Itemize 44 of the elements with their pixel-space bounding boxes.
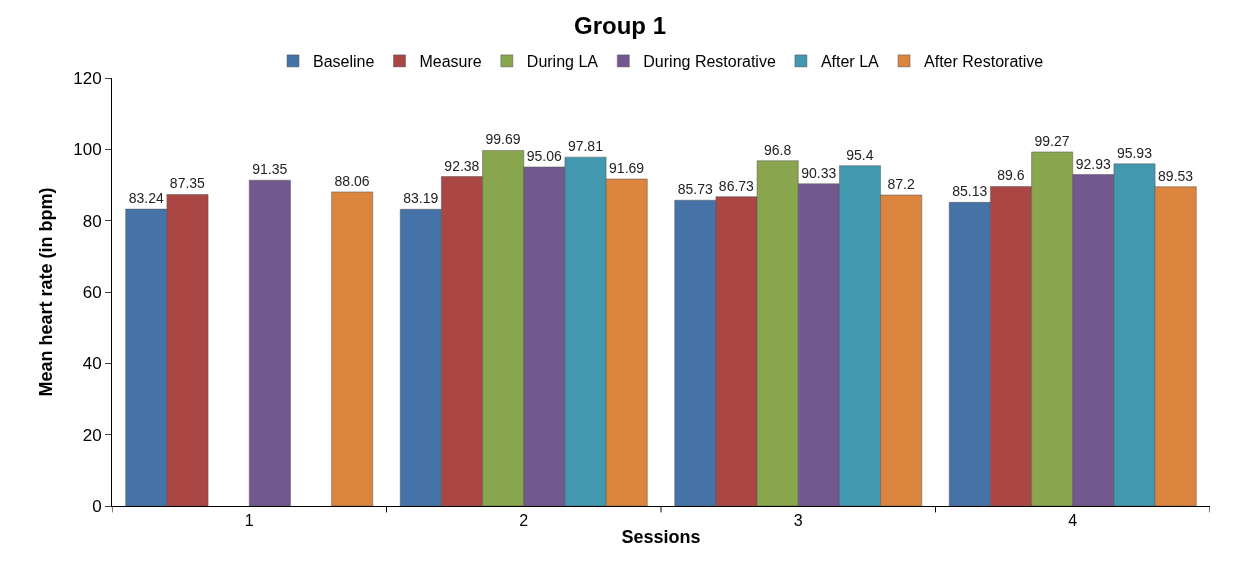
y-tick-label: 120 [73,68,102,88]
legend-label: Measure [419,53,482,71]
data-label: 91.69 [609,159,645,176]
data-label: 83.19 [403,190,439,207]
y-tick-label: 80 [82,211,102,231]
data-label: 95.93 [1116,144,1153,161]
y-tick-label: 20 [82,425,102,445]
data-label: 87.35 [169,175,206,192]
x-tick-label: 3 [793,512,803,530]
data-label: 83.24 [128,190,164,207]
y-axis-title: Mean heart rate (in bpm) [36,187,57,397]
data-label: 87.2 [887,175,915,192]
legend-label: After Restorative [924,53,1044,71]
x-axis-title: Sessions [621,527,701,548]
x-tick-label: 1 [244,512,254,530]
data-label: 89.6 [997,167,1025,184]
data-label: 92.38 [444,157,480,174]
y-tick-label: 100 [73,140,102,160]
data-label: 89.53 [1158,167,1194,184]
data-label: 85.13 [952,183,988,200]
data-label: 96.8 [763,141,792,158]
y-tick-label: 0 [92,496,102,516]
data-label: 85.73 [677,181,713,198]
data-label: 88.06 [334,172,370,189]
data-label: 99.69 [485,131,521,148]
legend-label: After LA [820,53,880,71]
data-label: 97.81 [567,138,604,155]
data-label: 95.4 [846,146,874,163]
y-tick-label: 60 [82,282,102,302]
data-label: 86.73 [718,177,755,194]
data-label: 99.27 [1034,132,1070,149]
legend-label: During LA [526,53,599,71]
legend-label: During Restorative [643,53,776,71]
data-label: 92.93 [1075,155,1111,172]
x-tick-label: 2 [519,512,529,530]
data-label: 95.06 [526,147,562,164]
x-tick-label: 4 [1068,512,1078,530]
y-tick-label: 40 [82,354,102,374]
chart-title: Group 1 [573,12,667,40]
data-label: 90.33 [801,164,837,181]
bar [249,179,291,506]
legend-label: Baseline [313,53,375,71]
data-label: 91.35 [252,161,288,178]
bar [331,191,374,506]
